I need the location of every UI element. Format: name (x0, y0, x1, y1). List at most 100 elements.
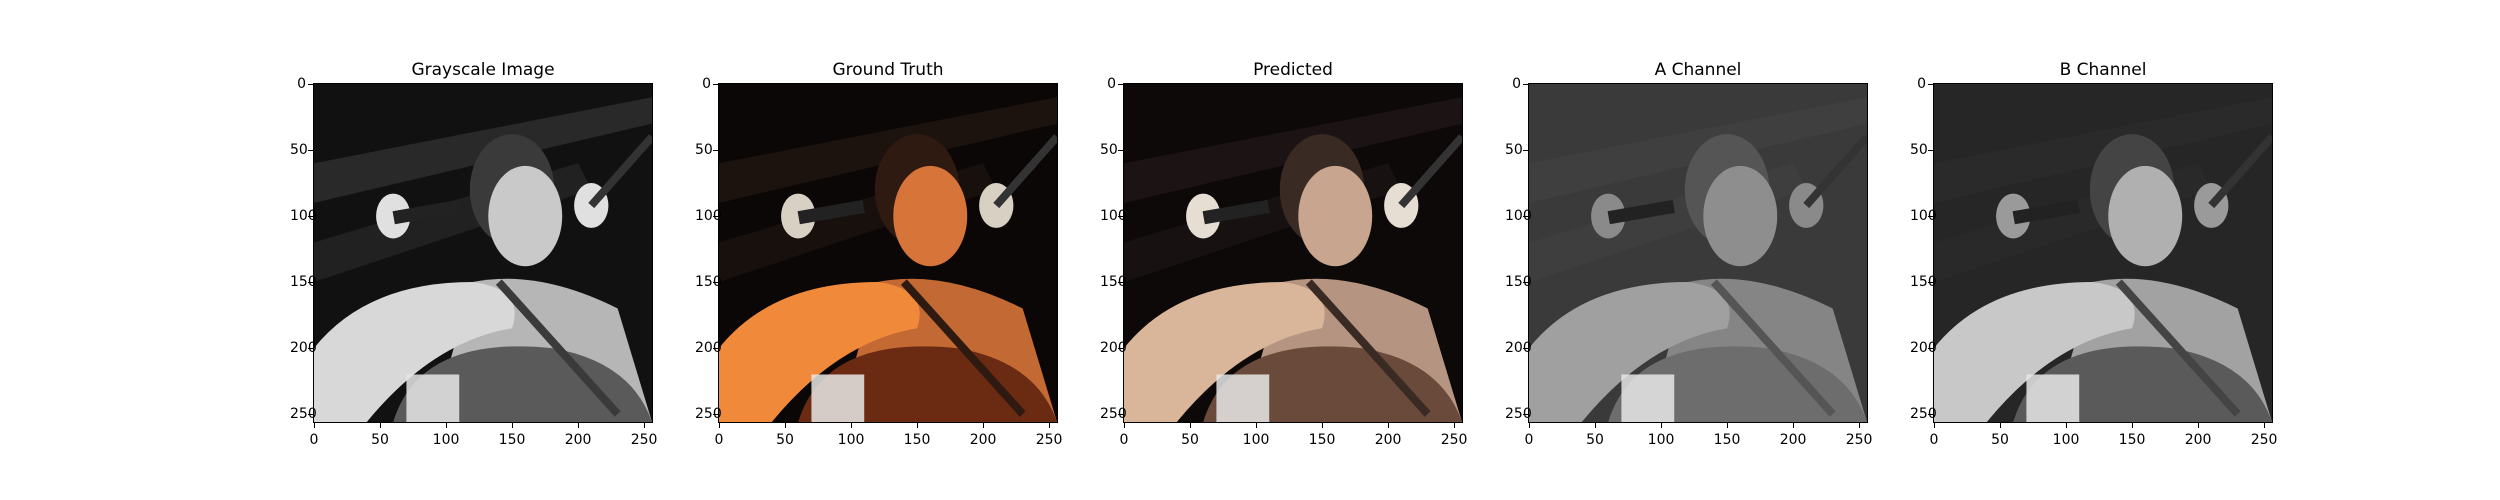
image-panel-5: B Channel 0 50 100 150 200 250 0 50 100 150 200 250 (1910, 0, 2310, 500)
x-tick-label: 100 (2052, 432, 2080, 448)
x-tick-mark (851, 422, 853, 428)
y-tick-mark (1523, 348, 1529, 350)
x-tick-label: 50 (1586, 432, 1604, 448)
y-tick-label: 150 (1910, 274, 1937, 291)
y-tick-label: 0 (1917, 76, 1926, 92)
x-tick-mark (380, 422, 382, 428)
y-tick-mark (713, 84, 719, 85)
x-tick-label: 0 (1929, 432, 1939, 448)
portrait-image (1934, 84, 2272, 422)
y-tick-mark (1118, 348, 1124, 350)
y-tick-mark (308, 414, 314, 416)
y-tick-mark (713, 150, 719, 152)
x-tick-mark (2000, 422, 2002, 428)
panel-image (1123, 83, 1463, 423)
y-tick-label: 200 (1100, 340, 1127, 357)
y-tick-label: 100 (1910, 208, 1937, 225)
x-tick-label: 50 (776, 432, 794, 448)
y-tick-label: 150 (290, 274, 317, 291)
panel-title: A Channel (1654, 60, 1742, 80)
x-tick-mark (1595, 422, 1597, 428)
panel-title: Ground Truth (832, 60, 944, 80)
y-tick-mark (713, 414, 719, 416)
x-tick-label: 250 (1440, 432, 1468, 448)
x-tick-mark (512, 422, 514, 428)
x-tick-label: 150 (903, 432, 931, 448)
panel-image (718, 83, 1058, 423)
x-tick-label: 150 (2118, 432, 2146, 448)
y-tick-label: 250 (1100, 406, 1127, 423)
x-tick-mark (446, 422, 448, 428)
y-tick-label: 250 (1910, 406, 1937, 423)
x-tick-label: 100 (1647, 432, 1675, 448)
y-tick-mark (1523, 150, 1529, 152)
x-tick-label: 0 (1119, 432, 1129, 448)
x-tick-mark (1934, 422, 1935, 428)
x-tick-label: 0 (714, 432, 724, 448)
y-tick-mark (1118, 282, 1124, 284)
y-tick-label: 200 (1910, 340, 1937, 357)
y-tick-mark (1928, 150, 1934, 152)
x-tick-label: 150 (1308, 432, 1336, 448)
x-tick-label: 50 (1991, 432, 2009, 448)
x-tick-mark (1859, 422, 1861, 428)
y-tick-label: 50 (1505, 142, 1523, 159)
x-tick-mark (1049, 422, 1051, 428)
x-tick-mark (1322, 422, 1324, 428)
y-tick-mark (1523, 216, 1529, 218)
y-tick-label: 150 (695, 274, 722, 291)
x-tick-mark (983, 422, 985, 428)
panel-image (1528, 83, 1868, 423)
y-tick-mark (1118, 150, 1124, 152)
y-tick-label: 50 (1910, 142, 1928, 159)
y-tick-label: 100 (695, 208, 722, 225)
y-tick-mark (1523, 282, 1529, 284)
x-tick-mark (1454, 422, 1456, 428)
x-tick-mark (1529, 422, 1530, 428)
y-tick-mark (1118, 216, 1124, 218)
x-tick-label: 250 (2250, 432, 2278, 448)
y-tick-label: 0 (1512, 76, 1521, 92)
y-tick-mark (1928, 414, 1934, 416)
y-tick-label: 100 (1100, 208, 1127, 225)
portrait-image (719, 84, 1057, 422)
y-tick-mark (1928, 216, 1934, 218)
y-tick-label: 250 (1505, 406, 1532, 423)
y-tick-label: 0 (1107, 76, 1116, 92)
x-tick-label: 50 (1181, 432, 1199, 448)
x-tick-mark (1727, 422, 1729, 428)
x-tick-mark (314, 422, 315, 428)
panel-title: Grayscale Image (411, 60, 555, 80)
x-tick-label: 100 (837, 432, 865, 448)
x-tick-mark (644, 422, 646, 428)
y-tick-mark (308, 282, 314, 284)
y-tick-mark (713, 216, 719, 218)
x-tick-label: 0 (1524, 432, 1534, 448)
image-panel-3: Predicted 0 50 100 150 200 250 0 50 100 150 200 250 (1100, 0, 1500, 500)
y-tick-mark (1523, 414, 1529, 416)
x-tick-label: 50 (371, 432, 389, 448)
x-tick-label: 250 (1035, 432, 1063, 448)
y-tick-label: 0 (297, 76, 306, 92)
x-tick-label: 200 (969, 432, 997, 448)
image-panel-2: Ground Truth 0 50 100 150 200 250 0 50 100 150 200 2… (695, 0, 1095, 500)
x-tick-label: 150 (1713, 432, 1741, 448)
y-tick-label: 0 (702, 76, 711, 92)
x-tick-label: 100 (432, 432, 460, 448)
panel-title: B Channel (2059, 60, 2147, 80)
y-tick-label: 50 (1100, 142, 1118, 159)
x-tick-mark (1661, 422, 1663, 428)
x-tick-mark (785, 422, 787, 428)
x-tick-label: 250 (630, 432, 658, 448)
x-tick-mark (2132, 422, 2134, 428)
y-tick-label: 150 (1505, 274, 1532, 291)
x-tick-mark (2264, 422, 2266, 428)
x-tick-label: 250 (1845, 432, 1873, 448)
x-tick-mark (1256, 422, 1258, 428)
y-tick-label: 200 (290, 340, 317, 357)
panel-image (313, 83, 653, 423)
y-tick-mark (1928, 84, 1934, 85)
y-tick-mark (1523, 84, 1529, 85)
image-panel-1: Grayscale Image 0 50 100 150 200 250 0 50 100 150 2… (290, 0, 690, 500)
x-tick-label: 200 (2184, 432, 2212, 448)
